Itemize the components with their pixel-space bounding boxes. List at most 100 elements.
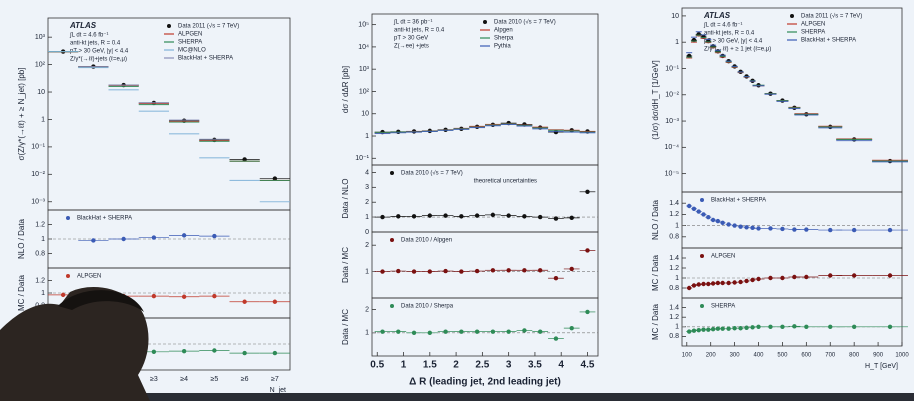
y-tick-label: 0.8 bbox=[669, 285, 679, 292]
panel-frame bbox=[681, 297, 903, 347]
legend-marker bbox=[66, 274, 70, 278]
legend-marker bbox=[700, 254, 704, 258]
y-tick-label: 2 bbox=[365, 199, 369, 206]
data-point bbox=[506, 268, 511, 273]
atlas-label: ATLAS bbox=[69, 21, 97, 30]
data-point bbox=[585, 248, 590, 253]
data-point bbox=[242, 299, 247, 304]
data-point bbox=[490, 212, 496, 218]
y-axis-label: NLO / Data bbox=[17, 218, 26, 259]
audience-member bbox=[0, 287, 150, 401]
legend-label: ALPGEN bbox=[178, 32, 202, 38]
data-point bbox=[750, 225, 755, 231]
legend-marker bbox=[390, 171, 394, 175]
y-tick-label: 1.2 bbox=[669, 211, 679, 218]
y-tick-label: 1 bbox=[41, 116, 45, 123]
data-point bbox=[715, 218, 721, 224]
data-point bbox=[569, 266, 574, 272]
data-point bbox=[750, 277, 755, 283]
y-axis-label: dσ / dΔR [pb] bbox=[341, 66, 350, 113]
x-tick-label: 800 bbox=[849, 353, 860, 359]
legend-marker bbox=[483, 20, 487, 24]
data-point bbox=[411, 214, 417, 219]
x-tick-label: 100 bbox=[682, 353, 693, 359]
x-axis-label: Δ R (leading jet, 2nd leading jet) bbox=[409, 377, 561, 388]
legend-label: Alpgen bbox=[494, 28, 513, 34]
data-point bbox=[691, 283, 697, 288]
data-point bbox=[851, 324, 857, 329]
data-point bbox=[691, 328, 697, 333]
data-point bbox=[780, 226, 785, 232]
x-tick-label: 3 bbox=[506, 360, 512, 371]
y-tick-label: 10⁻¹ bbox=[31, 144, 45, 151]
data-point bbox=[506, 213, 511, 218]
data-point bbox=[427, 213, 433, 218]
data-point bbox=[212, 293, 217, 299]
data-point bbox=[792, 324, 797, 329]
data-point bbox=[738, 326, 743, 331]
y-axis-label: σ(Z/γ*(→ℓℓ) + ≥ N_jet) [pb] bbox=[17, 68, 26, 161]
annotation: anti-kt jets, R = 0.4 bbox=[70, 41, 121, 47]
legend-label: BlackHat + SHERPA bbox=[77, 216, 132, 222]
annotation: Z/γ*(→ℓℓ)+jets (ℓ=e,μ) bbox=[70, 56, 127, 63]
y-tick-label: 0.8 bbox=[669, 333, 679, 340]
data-point bbox=[696, 209, 701, 214]
legend-marker bbox=[390, 238, 394, 242]
data-point bbox=[459, 214, 464, 219]
data-point bbox=[474, 213, 480, 218]
data-point bbox=[380, 214, 385, 220]
data-point bbox=[396, 329, 401, 334]
x-tick-label: 4 bbox=[558, 360, 564, 371]
data-point bbox=[569, 325, 574, 331]
annotation: ∫L dt = 4.6 fb⁻¹ bbox=[69, 32, 108, 39]
data-point bbox=[443, 268, 448, 274]
y-tick-label: 10⁻² bbox=[665, 92, 679, 99]
data-point bbox=[686, 203, 692, 209]
atlas-label: ATLAS bbox=[703, 11, 731, 20]
data-point bbox=[804, 227, 809, 232]
data-point bbox=[744, 325, 749, 330]
legend-label: BlackHat + SHERPA bbox=[711, 198, 766, 204]
y-tick-label: 3 bbox=[365, 184, 369, 191]
data-point bbox=[691, 206, 697, 211]
y-tick-label: 2 bbox=[365, 242, 369, 249]
x-axis-label: H_T [GeV] bbox=[865, 363, 898, 370]
y-tick-label: 10³ bbox=[359, 66, 370, 73]
data-point bbox=[553, 336, 559, 341]
annotation: Z(→ee) +jets bbox=[394, 44, 429, 50]
data-point bbox=[474, 329, 480, 334]
y-tick-label: 10⁻¹ bbox=[355, 155, 369, 162]
annotation: pT > 30 GeV, |y| < 4.4 bbox=[704, 39, 763, 45]
data-point bbox=[887, 324, 893, 329]
data-point bbox=[585, 189, 590, 194]
data-point bbox=[490, 268, 496, 273]
data-point bbox=[750, 325, 755, 330]
y-tick-label: 1 bbox=[675, 39, 679, 46]
data-point bbox=[780, 275, 785, 281]
data-point bbox=[537, 214, 543, 220]
legend-marker bbox=[700, 304, 704, 308]
y-tick-label: 0 bbox=[365, 229, 369, 236]
x-tick-label: 2 bbox=[453, 360, 459, 371]
data-point bbox=[396, 214, 401, 219]
data-point bbox=[151, 293, 157, 299]
data-point bbox=[537, 268, 543, 273]
y-tick-label: 10⁻² bbox=[31, 171, 45, 178]
data-point bbox=[181, 348, 187, 354]
y-tick-label: 1 bbox=[675, 324, 679, 331]
screen-edge bbox=[0, 393, 914, 401]
x-tick-label: 600 bbox=[801, 353, 812, 359]
data-point bbox=[696, 327, 701, 333]
legend-marker bbox=[167, 24, 171, 28]
x-tick-label: 0.5 bbox=[370, 360, 384, 371]
x-tick-label: 1000 bbox=[895, 353, 909, 359]
y-tick-label: 1.4 bbox=[669, 304, 679, 311]
y-tick-label: 1.2 bbox=[35, 221, 45, 228]
legend-label: Data 2011 (√s = 7 TeV) bbox=[801, 13, 862, 20]
y-tick-label: 0.8 bbox=[35, 250, 45, 257]
y-tick-label: 2 bbox=[365, 306, 369, 313]
data-point bbox=[738, 279, 743, 285]
x-tick-label: 1 bbox=[401, 360, 407, 371]
legend-label: BlackHat + SHERPA bbox=[801, 38, 856, 44]
